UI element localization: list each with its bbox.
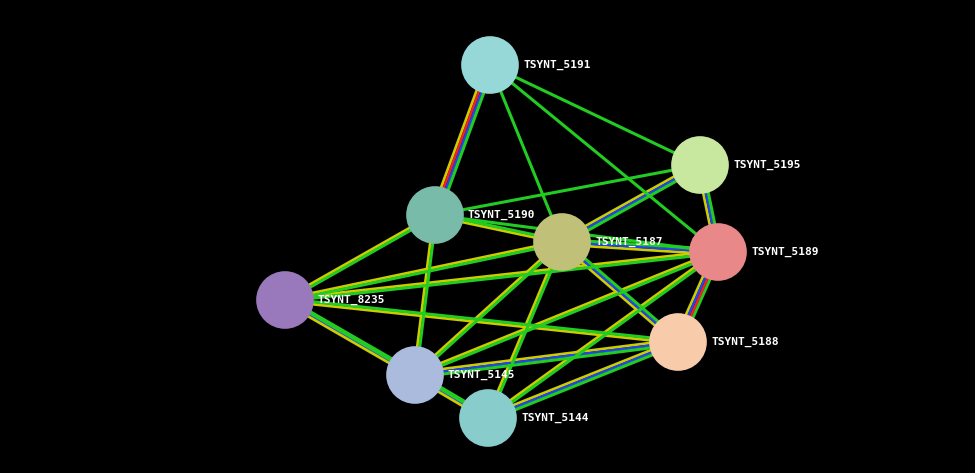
- Text: TSYNT_5188: TSYNT_5188: [711, 337, 778, 347]
- Text: TSYNT_5195: TSYNT_5195: [733, 160, 800, 170]
- Text: TSYNT_8235: TSYNT_8235: [318, 295, 385, 305]
- Circle shape: [257, 272, 313, 328]
- Circle shape: [690, 224, 746, 280]
- Circle shape: [650, 314, 706, 370]
- Text: TSYNT_5145: TSYNT_5145: [448, 370, 516, 380]
- Text: TSYNT_5191: TSYNT_5191: [523, 60, 591, 70]
- Circle shape: [534, 214, 590, 270]
- Text: TSYNT_5190: TSYNT_5190: [468, 210, 535, 220]
- Text: TSYNT_5189: TSYNT_5189: [751, 247, 818, 257]
- Circle shape: [462, 37, 518, 93]
- Circle shape: [460, 390, 516, 446]
- Text: TSYNT_5187: TSYNT_5187: [595, 237, 662, 247]
- Circle shape: [672, 137, 728, 193]
- Circle shape: [407, 187, 463, 243]
- Circle shape: [387, 347, 443, 403]
- Text: TSYNT_5144: TSYNT_5144: [521, 413, 589, 423]
